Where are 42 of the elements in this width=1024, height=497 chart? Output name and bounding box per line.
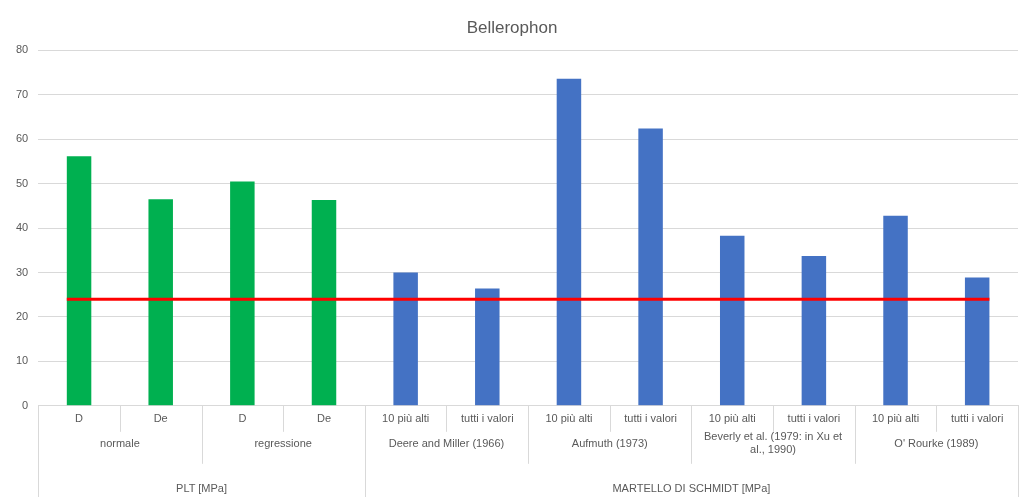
x-tick-label: De (153, 412, 168, 425)
x-tick-label: 10 più alti (708, 412, 756, 425)
bar (638, 128, 663, 406)
bar (883, 215, 908, 406)
bar (556, 78, 582, 406)
text: normale (100, 436, 140, 449)
text: regressione (254, 436, 312, 449)
y-tick-label: 30 (15, 265, 29, 278)
bar (801, 256, 827, 406)
text: Beverly et al. (1979: in Xu et al., 1990) (703, 430, 843, 456)
x-tick-label: 10 più alti (545, 412, 593, 425)
y-tick-label: 50 (15, 176, 29, 189)
bar (393, 272, 418, 406)
x-tick-label: 10 più alti (871, 412, 920, 425)
x-tick-label: tutti i valori (461, 412, 514, 425)
y-tick-label: 80 (15, 43, 29, 56)
x-tick-label: De (316, 412, 332, 425)
bar (475, 288, 500, 406)
text: O' Rourke (1989) (894, 436, 979, 449)
x-tick-label: tutti i valori (624, 412, 677, 425)
bar (311, 200, 337, 406)
bar (66, 156, 92, 406)
chart-title: Bellerophon (466, 17, 558, 37)
text: Aufmuth (1973) (571, 436, 648, 449)
bar (719, 235, 745, 406)
y-tick-label: 40 (15, 221, 29, 234)
y-tick-label: 0 (22, 398, 29, 411)
x-tick-label: 10 più alti (382, 412, 430, 425)
bar (230, 181, 255, 406)
y-tick-label: 70 (15, 87, 29, 100)
y-tick-label: 10 (15, 354, 29, 367)
bar (964, 277, 990, 406)
x-tick-label: tutti i valori (787, 412, 841, 425)
text: MARTELLO DI SCHMIDT [MPa] (612, 482, 771, 495)
y-tick-label: 60 (15, 132, 29, 145)
text: Deere and Miller (1966) (388, 436, 505, 449)
text: PLT [MPa] (176, 482, 228, 495)
y-tick-label: 20 (15, 309, 29, 322)
x-tick-label: tutti i valori (950, 412, 1004, 425)
bar (148, 199, 173, 406)
x-tick-label: D (75, 412, 84, 425)
x-tick-label: D (238, 412, 247, 425)
